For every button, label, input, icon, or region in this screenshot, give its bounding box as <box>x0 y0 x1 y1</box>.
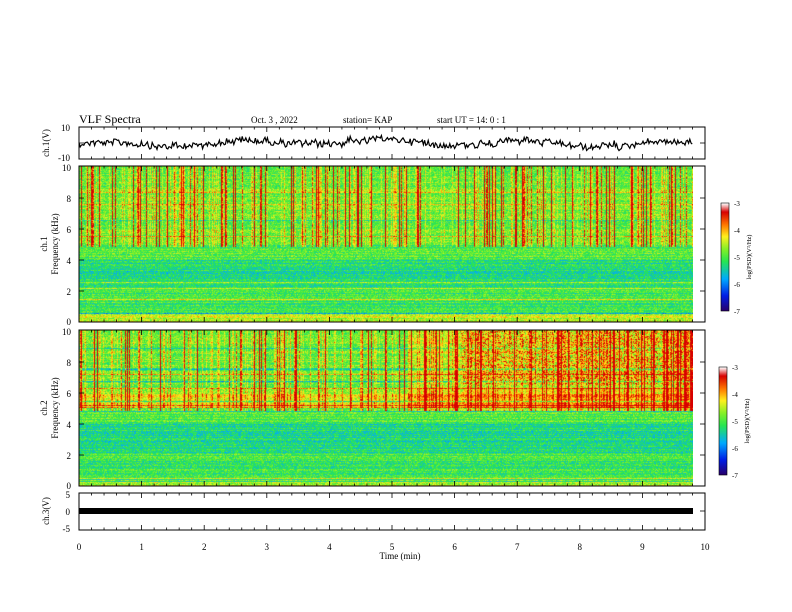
xtick-2: 2 <box>202 542 207 552</box>
ch3-ticks <box>78 492 706 531</box>
xtick-0: 0 <box>77 542 82 552</box>
ch1-spec-ytick-6: 6 <box>67 225 72 235</box>
xtick-1: 1 <box>139 542 144 552</box>
ch2-spec-ytick-0: 0 <box>67 481 72 491</box>
cbar1-tick-m5: -5 <box>734 254 740 262</box>
cbar2-tick-m4: -4 <box>732 391 738 399</box>
xtick-6: 6 <box>452 542 457 552</box>
ch2-spec-ylabel: Frequency (kHz) <box>50 377 60 438</box>
ch1-colorbar: -3 -4 -5 -6 -7 log(PSD)(V²/Hz) <box>720 200 753 316</box>
cbar2-tick-m6: -6 <box>732 445 738 453</box>
ch1-spec-ytick-2: 2 <box>67 287 72 297</box>
ch1-colorbar-gradient <box>721 203 729 311</box>
cbar1-tick-m3: -3 <box>734 200 740 208</box>
xtick-3: 3 <box>265 542 270 552</box>
ch1-ticks <box>78 126 706 160</box>
x-axis-label: Time (min) <box>380 551 421 561</box>
ch1-waveform-panel: 10 -10 ch.1(V) <box>41 123 706 163</box>
xtick-9: 9 <box>640 542 645 552</box>
cbar2-label: log(PSD)(V²/Hz) <box>744 399 751 444</box>
cbar1-tick-m7: -7 <box>734 308 740 316</box>
cbar2-tick-m7: -7 <box>732 472 738 480</box>
ch3-ytick-m5: -5 <box>63 524 71 534</box>
ch1-spectrogram-panel: 0 2 4 6 8 10 ch.1 Frequency (kHz) <box>39 163 706 327</box>
ch3-trace <box>79 508 693 514</box>
ch2-spec-ticks <box>78 329 706 487</box>
ch2-spec-ytick-4: 4 <box>67 420 72 430</box>
ch1-ylabel: ch.1(V) <box>41 129 51 157</box>
date-label: Oct. 3 , 2022 <box>251 115 298 125</box>
cbar1-label: log(PSD)(V²/Hz) <box>746 235 753 280</box>
ch2-spec-ytick-2: 2 <box>67 451 72 461</box>
ch3-ylabel: ch.3(V) <box>41 497 51 525</box>
ch1-spec-ylabel-channel: ch.1 <box>39 236 49 251</box>
ch1-spec-ticks <box>78 165 706 323</box>
ch1-ytick-top: 10 <box>61 123 71 133</box>
station-label: station= KAP <box>343 115 392 125</box>
ch3-ytick-0: 0 <box>66 507 71 517</box>
ch1-spec-ytick-0: 0 <box>67 317 72 327</box>
start-time-label: start UT = 14: 0 : 1 <box>437 115 506 125</box>
cbar2-tick-m5: -5 <box>732 418 738 426</box>
ch1-spec-ytick-4: 4 <box>67 256 72 266</box>
ch1-spectrogram-image <box>79 166 693 322</box>
cbar1-tick-m4: -4 <box>734 227 740 235</box>
cbar2-tick-m3: -3 <box>732 364 738 372</box>
ch1-ytick-bottom: -10 <box>58 153 70 163</box>
ch2-spec-ytick-6: 6 <box>67 389 72 399</box>
ch3-ytick-5: 5 <box>66 490 71 500</box>
ch2-colorbar: -3 -4 -5 -6 -7 log(PSD)(V²/Hz) <box>718 364 751 480</box>
ch1-trace <box>78 133 693 152</box>
ch2-spec-ytick-10: 10 <box>62 327 72 337</box>
ch2-spec-ytick-8: 8 <box>67 358 72 368</box>
figure-title: VLF Spectra <box>79 112 141 126</box>
ch2-spec-ylabel-channel: ch.2 <box>39 400 49 415</box>
ch2-colorbar-gradient <box>719 367 727 475</box>
x-axis: 0 1 2 3 4 5 6 7 8 9 10 Time (min) <box>77 542 710 561</box>
ch3-waveform-panel: 5 0 -5 ch.3(V) <box>41 490 706 534</box>
xtick-10: 10 <box>701 542 711 552</box>
xtick-8: 8 <box>578 542 583 552</box>
ch1-spec-ytick-8: 8 <box>67 194 72 204</box>
xtick-4: 4 <box>327 542 332 552</box>
ch2-spectrogram-image <box>79 330 693 486</box>
ch1-spec-ytick-10: 10 <box>62 163 72 173</box>
xtick-7: 7 <box>515 542 520 552</box>
xtick-5: 5 <box>390 542 395 552</box>
ch1-spec-ylabel: Frequency (kHz) <box>50 213 60 274</box>
cbar1-tick-m6: -6 <box>734 281 740 289</box>
ch2-spectrogram-panel: 0 2 4 6 8 10 ch.2 Frequency (kHz) <box>39 327 706 491</box>
